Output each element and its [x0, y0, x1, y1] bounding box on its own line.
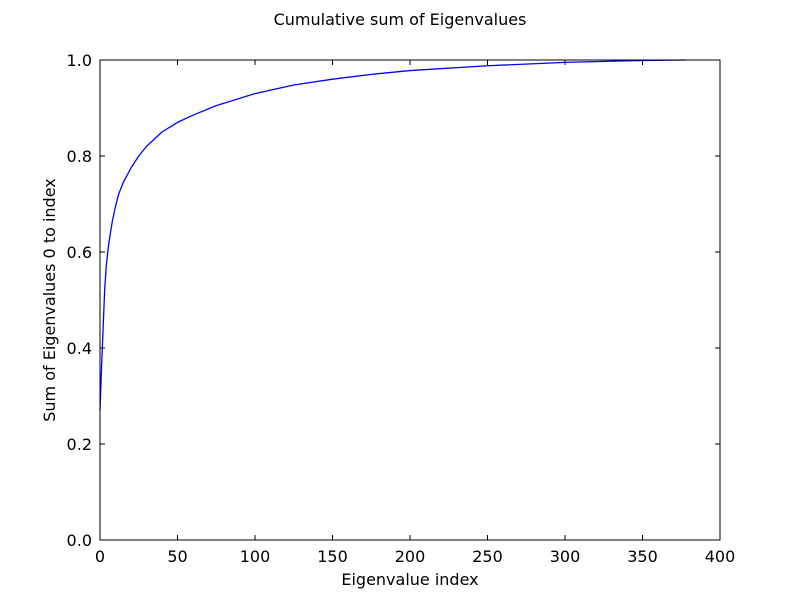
- x-tick-label: 0: [95, 547, 105, 566]
- x-tick-label: 150: [317, 547, 348, 566]
- chart-title: Cumulative sum of Eigenvalues: [274, 10, 527, 29]
- plot-frame: [99, 59, 721, 541]
- x-tick-label: 350: [627, 547, 658, 566]
- series-line: [99, 59, 686, 411]
- x-axis-label: Eigenvalue index: [341, 570, 478, 589]
- x-tick-label: 50: [167, 547, 187, 566]
- y-tick-label: 0.6: [67, 243, 92, 262]
- x-tick-label: 100: [240, 547, 271, 566]
- y-axis-label: Sum of Eigenvalues 0 to index: [40, 178, 59, 421]
- tick-layer: 0 50 100 150 200 250 300 350 400 0.0 0.2 0.4 0.6 0.8 1…: [67, 51, 736, 566]
- x-tick-label: 400: [705, 547, 736, 566]
- series-layer: [99, 59, 686, 411]
- y-tick-label: 0.8: [67, 147, 92, 166]
- x-tick-label: 200: [395, 547, 426, 566]
- y-tick-label: 1.0: [67, 51, 92, 70]
- x-tick-label: 250: [472, 547, 503, 566]
- y-tick-label: 0.2: [67, 435, 92, 454]
- y-tick-label: 0.4: [67, 339, 92, 358]
- x-tick-label: 300: [550, 547, 581, 566]
- y-tick-label: 0.0: [67, 531, 92, 550]
